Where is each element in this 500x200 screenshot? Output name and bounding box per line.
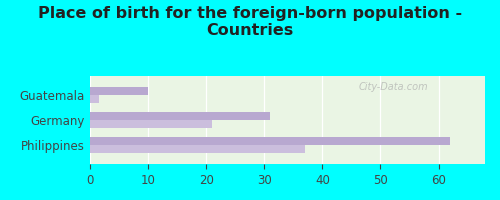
Bar xyxy=(90,145,305,153)
Bar xyxy=(90,95,98,103)
Text: Place of birth for the foreign-born population -
Countries: Place of birth for the foreign-born popu… xyxy=(38,6,462,38)
Bar xyxy=(90,137,450,145)
Bar xyxy=(90,120,212,128)
Text: City-Data.com: City-Data.com xyxy=(358,82,428,92)
Bar xyxy=(90,112,270,120)
Bar xyxy=(90,87,148,95)
